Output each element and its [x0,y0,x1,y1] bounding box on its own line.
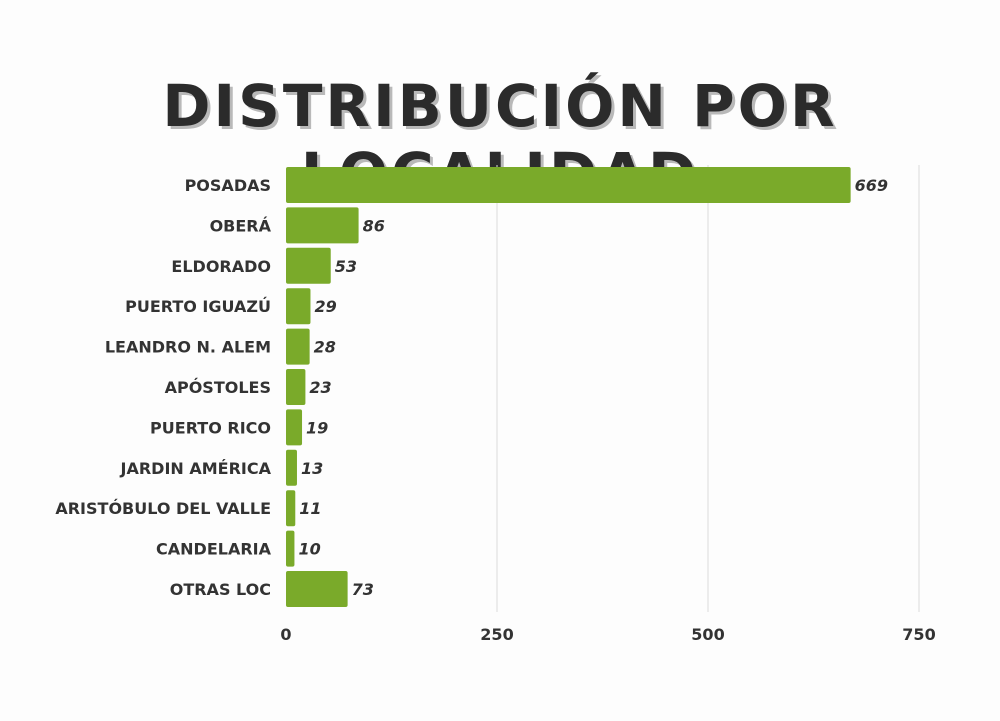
data-label: 669 [855,176,888,195]
x-tick-label: 750 [902,625,935,644]
bar [286,207,359,244]
data-label: 23 [309,378,331,397]
category-label: OBERÁ [210,216,272,235]
bar [286,449,297,486]
bar [286,490,296,527]
data-label: 53 [335,257,357,276]
bar-layer [286,167,851,607]
category-label: JARDIN AMÉRICA [120,459,272,478]
data-label: 73 [352,580,374,599]
category-label: APÓSTOLES [165,378,271,397]
bar [286,288,311,325]
category-label: PUERTO RICO [150,418,271,437]
bar [286,328,310,365]
category-label: PUERTO IGUAZÚ [125,297,271,316]
bar [286,247,331,284]
label-layer: 0 250 500 750 POSADAS 669 OBERÁ 86 ELDORADO 53 PUE… [55,176,935,644]
category-label: CANDELARIA [156,540,272,559]
category-label: LEANDRO N. ALEM [105,338,271,357]
x-tick-label: 0 [280,625,291,644]
bar [286,167,851,203]
data-label: 10 [298,540,320,559]
bar [286,530,295,567]
bar [286,369,306,405]
category-label: OTRAS LOC [170,580,271,599]
data-label: 13 [301,459,323,478]
x-tick-label: 250 [480,625,513,644]
category-label: POSADAS [185,176,271,195]
category-label: ARISTÓBULO DEL VALLE [55,499,271,518]
data-label: 19 [306,418,328,437]
bar [286,409,303,446]
bar [286,571,348,607]
data-label: 11 [299,499,321,518]
data-label: 29 [314,297,336,316]
category-label: ELDORADO [171,257,271,276]
data-label: 86 [363,216,385,235]
data-label: 28 [314,338,336,357]
x-tick-label: 500 [691,625,724,644]
grid-layer [496,165,920,612]
